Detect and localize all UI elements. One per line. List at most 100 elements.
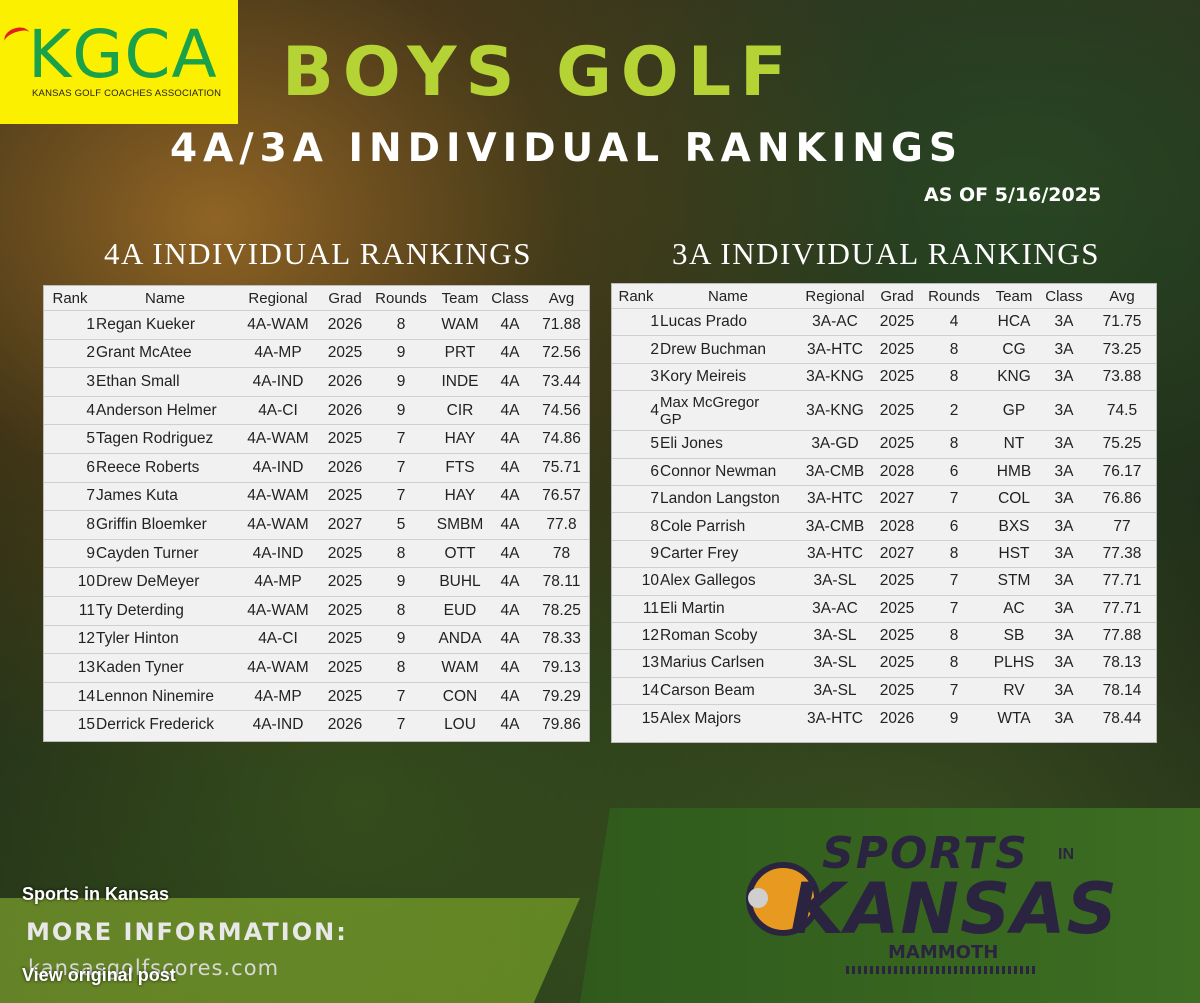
page-subtitle: 4A/3A INDIVIDUAL RANKINGS <box>170 126 963 171</box>
rounds-cell: 9 <box>396 344 406 362</box>
rank-cell: 9 <box>650 544 659 562</box>
rounds-cell: 5 <box>396 515 406 533</box>
regional-cell: 3A-CMB <box>805 462 865 480</box>
team-cell: BUHL <box>439 573 481 591</box>
rounds-cell: 7 <box>396 487 406 505</box>
rounds-cell: 8 <box>949 654 959 672</box>
grad-cell: 2026 <box>327 315 363 333</box>
rounds-cell: 6 <box>949 462 959 480</box>
name-cell: Ethan Small <box>96 372 180 390</box>
avg-cell: 79.13 <box>542 658 581 676</box>
table-3a-panel: Rank Name Regional Grad Rounds Team Clas… <box>611 283 1157 743</box>
rank-cell: 2 <box>86 344 95 362</box>
team-cell: AC <box>1003 599 1025 617</box>
team-cell: INDE <box>441 372 479 390</box>
col-header: Rank <box>618 287 654 305</box>
grad-cell: 2026 <box>327 716 363 734</box>
regional-cell: 4A-IND <box>252 372 304 390</box>
class-cell: 4A <box>500 716 520 734</box>
grad-cell: 2025 <box>327 487 363 505</box>
more-info-heading: MORE INFORMATION: <box>26 918 348 946</box>
website-text: kansasgolfscores.com <box>28 956 280 980</box>
team-cell: HAY <box>444 430 476 448</box>
table-row: 1 Lucas Prado 3A-AC 2025 4 HCA 3A 71.75 <box>612 308 1156 336</box>
name-cell: Cole Parrish <box>660 517 746 535</box>
post-source-name[interactable]: Sports in Kansas <box>22 884 170 904</box>
rounds-cell: 4 <box>949 313 959 331</box>
rounds-cell: 7 <box>396 430 406 448</box>
grad-cell: 2025 <box>327 544 363 562</box>
rounds-cell: 7 <box>949 599 959 617</box>
class-cell: 3A <box>1054 544 1074 562</box>
regional-cell: 4A-IND <box>252 544 304 562</box>
regional-cell: 4A-MP <box>254 344 302 362</box>
rank-cell: 1 <box>86 315 95 333</box>
regional-cell: 3A-SL <box>813 627 857 645</box>
team-cell: HCA <box>997 313 1031 331</box>
avg-cell: 77 <box>1113 517 1131 535</box>
grad-cell: 2028 <box>879 462 915 480</box>
col-header: Name <box>144 289 185 307</box>
col-header: Avg <box>1109 287 1135 305</box>
avg-cell: 77.71 <box>1102 599 1142 617</box>
table-4a-panel: Rank Name Regional Grad Rounds Team Clas… <box>43 285 590 742</box>
regional-cell: 3A-KNG <box>806 367 864 385</box>
rank-cell: 13 <box>77 658 95 676</box>
name-cell: Marius Carlsen <box>660 654 765 672</box>
table-row: 7 James Kuta 4A-WAM 2025 7 HAY 4A 76.57 <box>44 482 589 511</box>
name-cell: Alex Gallegos <box>660 572 756 590</box>
name-cell: Tagen Rodriguez <box>96 430 214 448</box>
col-header: Regional <box>805 287 865 305</box>
team-cell: GP <box>1002 401 1026 419</box>
table-4a-title: 4A INDIVIDUAL RANKINGS <box>104 236 532 271</box>
name-cell: Anderson Helmer <box>96 401 217 419</box>
rounds-cell: 6 <box>949 517 959 535</box>
team-cell: WAM <box>441 658 479 676</box>
sponsor-logo-sports: SPORTS <box>822 828 1029 879</box>
grad-cell: 2025 <box>879 572 915 590</box>
avg-cell: 76.86 <box>1102 490 1142 508</box>
table-row: 11 Ty Deterding 4A-WAM 2025 8 EUD 4A 78.25 <box>44 596 589 625</box>
team-cell: ANDA <box>438 630 482 648</box>
table-3a-title: 3A INDIVIDUAL RANKINGS <box>672 236 1100 271</box>
regional-cell: 3A-GD <box>811 435 859 453</box>
grad-cell: 2025 <box>879 340 915 358</box>
rank-cell: 1 <box>650 313 659 331</box>
rank-cell: 6 <box>650 462 659 480</box>
view-original-post-link[interactable]: View original post <box>22 965 176 985</box>
table-row: 13 Marius Carlsen 3A-SL 2025 8 PLHS 3A 78.13 <box>612 649 1156 677</box>
table-row: 2 Grant McAtee 4A-MP 2025 9 PRT 4A 72.56 <box>44 339 589 368</box>
team-cell: SB <box>1003 627 1025 645</box>
class-cell: 3A <box>1054 599 1074 617</box>
avg-cell: 71.75 <box>1102 313 1142 331</box>
avg-cell: 78.25 <box>542 601 581 619</box>
class-cell: 4A <box>500 515 520 533</box>
grad-cell: 2025 <box>879 599 915 617</box>
team-cell: WTA <box>997 709 1031 727</box>
table-row: 5 Eli Jones 3A-GD 2025 8 NT 3A 75.25 <box>612 430 1156 458</box>
name-cell: Cayden Turner <box>96 544 199 562</box>
regional-cell: 3A-AC <box>812 313 858 331</box>
rounds-cell: 7 <box>949 490 959 508</box>
class-cell: 4A <box>500 687 520 705</box>
rank-cell: 15 <box>77 716 95 734</box>
name-cell: Grant McAtee <box>96 344 192 362</box>
avg-cell: 79.29 <box>542 687 581 705</box>
name-cell: Reece Roberts <box>96 458 200 476</box>
grad-cell: 2028 <box>879 517 915 535</box>
regional-cell: 3A-KNG <box>806 401 864 419</box>
table-row: 5 Tagen Rodriguez 4A-WAM 2025 7 HAY 4A 74.86 <box>44 424 589 454</box>
rank-cell: 3 <box>650 367 659 385</box>
avg-cell: 74.56 <box>542 401 581 419</box>
name-cell: Carter Frey <box>660 544 739 562</box>
team-cell: NT <box>1003 435 1025 453</box>
table-row: 8 Griffin Bloemker 4A-WAM 2027 5 SMBM 4A 77.8 <box>44 510 589 540</box>
regional-cell: 3A-CMB <box>805 517 865 535</box>
team-cell: KNG <box>997 367 1031 385</box>
name-cell: Carson Beam <box>660 681 755 699</box>
grad-cell: 2025 <box>327 630 363 648</box>
table-header-row: Rank Name Regional Grad Rounds Team Clas… <box>612 284 1156 309</box>
regional-cell: 4A-CI <box>258 630 298 648</box>
name-cell: Lennon Ninemire <box>96 687 215 705</box>
rank-cell: 7 <box>650 490 659 508</box>
